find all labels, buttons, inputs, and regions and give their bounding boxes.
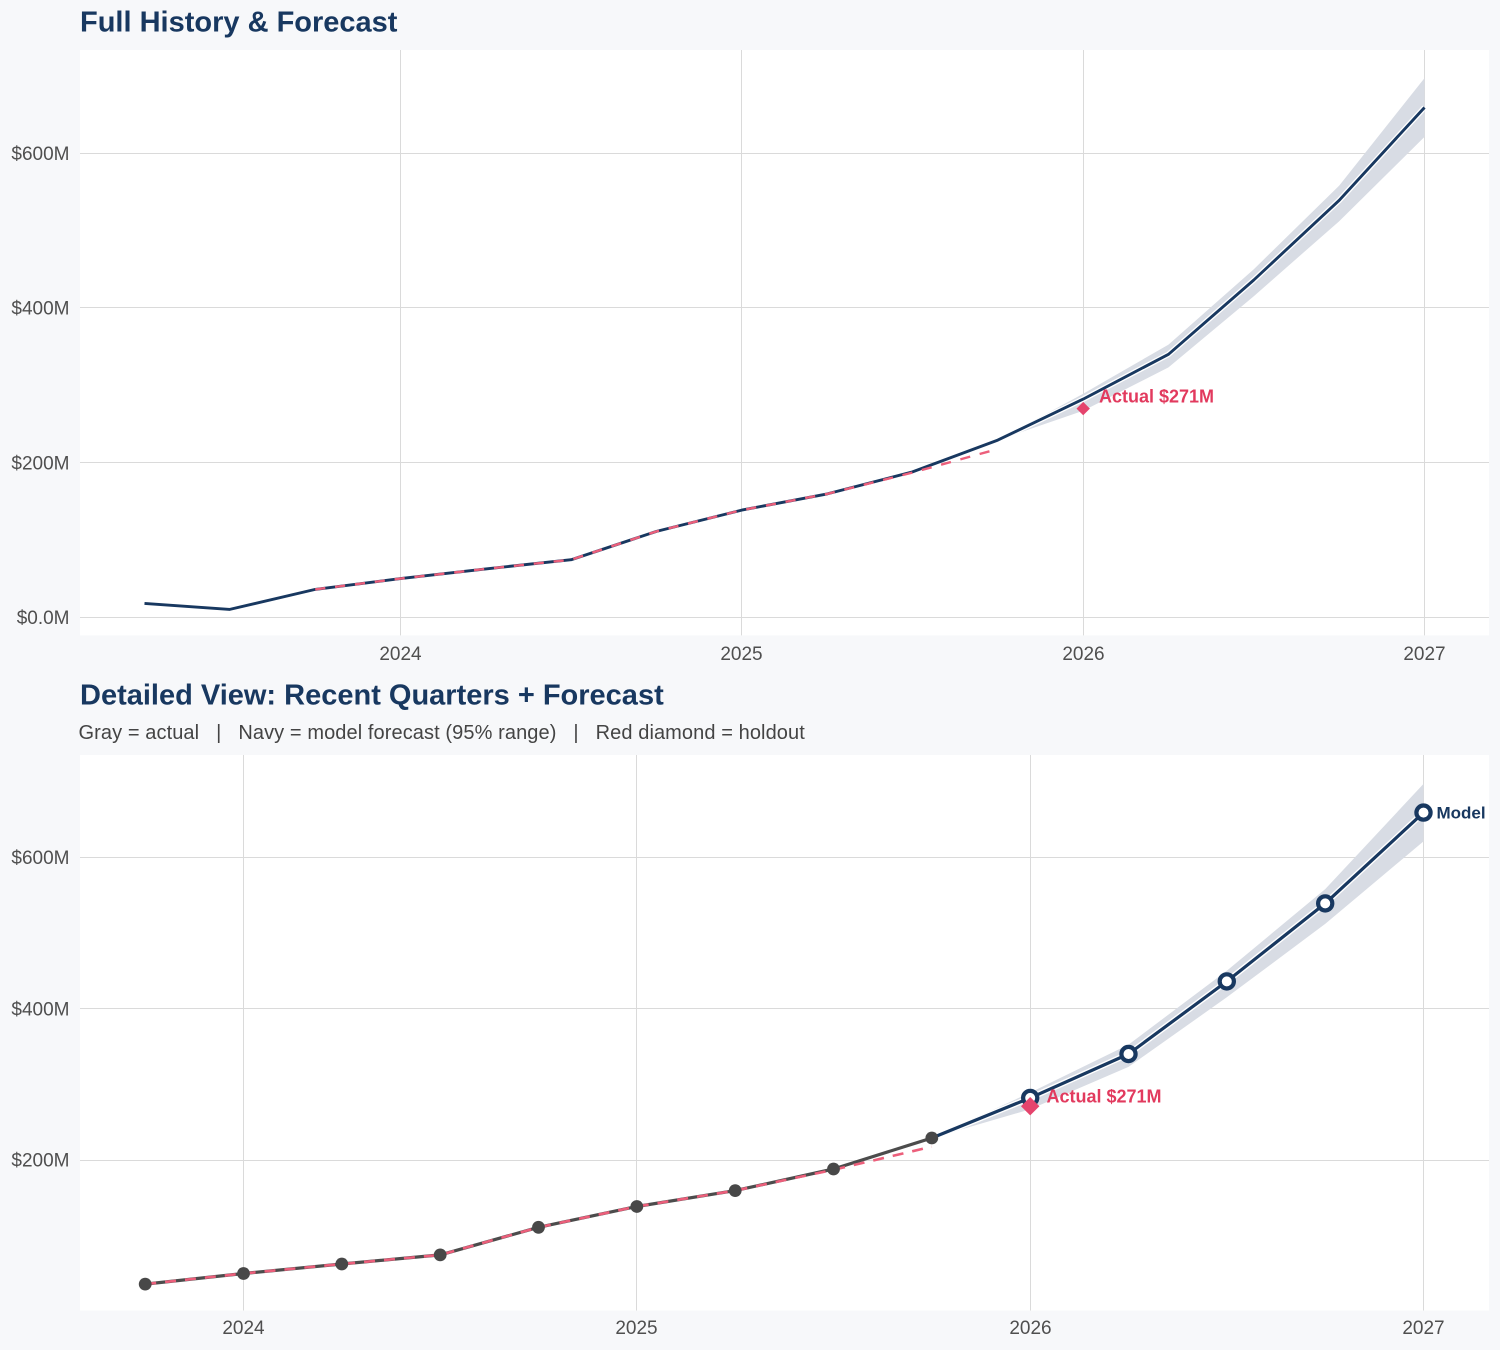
svg-text:$600M: $600M [11,144,69,165]
svg-text:Full History & Forecast: Full History & Forecast [80,7,398,39]
svg-text:Actual $271M: Actual $271M [1047,1087,1162,1107]
svg-text:2024: 2024 [222,1318,265,1339]
svg-text:Actual $271M: Actual $271M [1099,387,1214,407]
svg-text:2025: 2025 [615,1318,657,1339]
svg-text:$400M: $400M [11,299,69,320]
svg-text:Detailed View: Recent Quarters: Detailed View: Recent Quarters + Forecas… [80,680,664,712]
svg-text:$400M: $400M [11,999,69,1020]
svg-text:Model: Model [1437,804,1486,823]
svg-text:2026: 2026 [1009,1318,1051,1339]
svg-text:2025: 2025 [720,644,762,665]
svg-text:$200M: $200M [11,453,69,474]
svg-text:2027: 2027 [1403,644,1445,665]
svg-text:$600M: $600M [11,848,69,869]
svg-text:$200M: $200M [11,1151,69,1172]
svg-text:2026: 2026 [1062,644,1104,665]
svg-text:2024: 2024 [379,644,422,665]
svg-text:2027: 2027 [1402,1318,1444,1339]
svg-text:Gray = actual | Navy = mod: Gray = actual | Navy = model forecast (9… [79,722,806,744]
svg-text:$0.0M: $0.0M [17,608,70,629]
